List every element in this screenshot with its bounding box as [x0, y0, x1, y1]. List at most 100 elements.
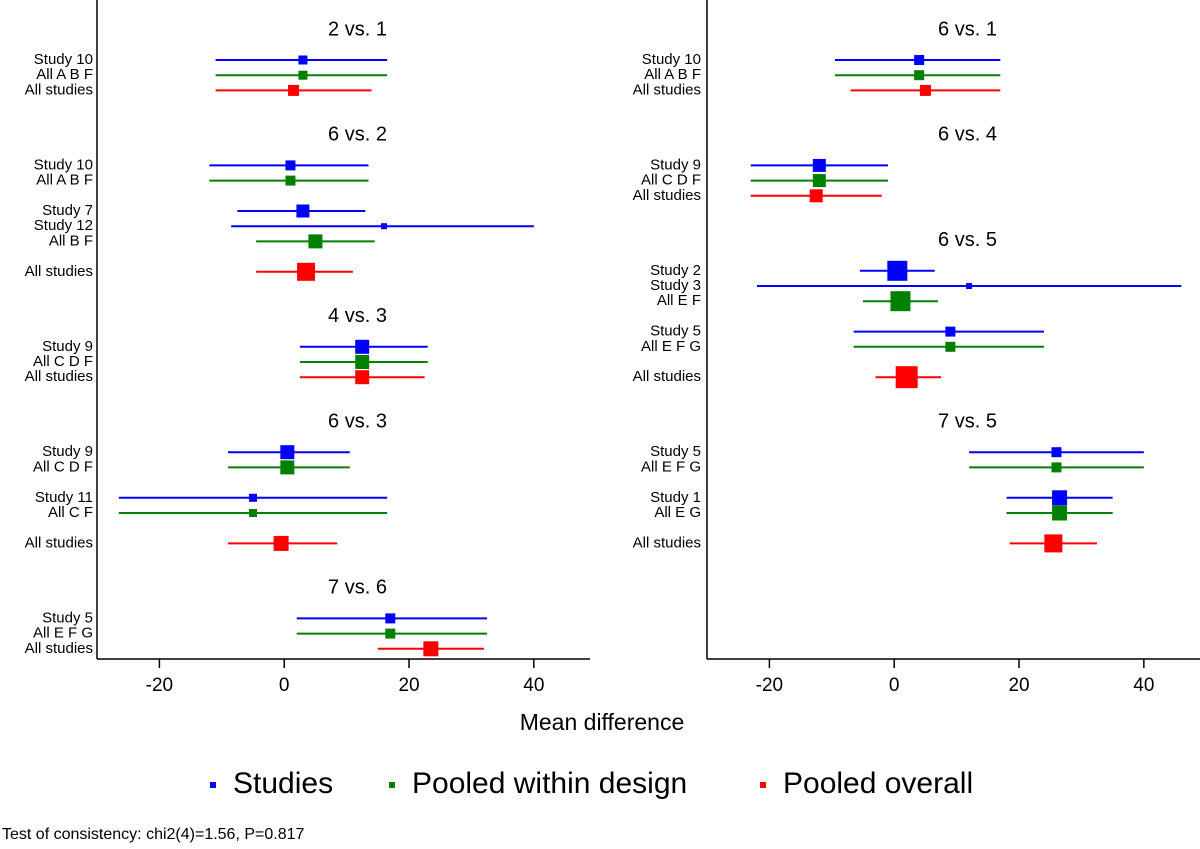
row-label: Study 10	[34, 51, 93, 68]
comparison-title: 7 vs. 6	[328, 577, 387, 599]
x-tick-label: 40	[523, 675, 544, 696]
row-label: All E F G	[641, 338, 701, 355]
row-label: All A B F	[36, 172, 93, 189]
legend-marker-2	[760, 782, 766, 788]
row-label: Study 2	[650, 262, 701, 279]
row-label: All A B F	[36, 66, 93, 83]
x-axis-title: Mean difference	[520, 709, 685, 735]
x-tick-label: 20	[398, 675, 419, 696]
row-label: All B F	[49, 232, 93, 249]
comparison-title: 6 vs. 4	[938, 124, 997, 146]
x-tick-label: 40	[1133, 675, 1154, 696]
row-label: Study 5	[42, 609, 93, 626]
row-label: Study 7	[42, 202, 93, 219]
row-label: All studies	[25, 263, 93, 280]
row-label: Study 10	[34, 156, 93, 173]
row-label: All studies	[633, 81, 701, 98]
consistency-test-footnote: Test of consistency: chi2(4)=1.56, P=0.8…	[2, 826, 305, 843]
row-label: Study 9	[42, 338, 93, 355]
overall-estimate-marker	[288, 84, 300, 96]
x-tick-label: -20	[146, 675, 173, 696]
comparison-title: 2 vs. 1	[328, 18, 387, 40]
design-estimate-marker	[385, 628, 396, 639]
study-estimate-marker	[812, 158, 826, 172]
design-estimate-marker	[812, 174, 826, 188]
row-label: All studies	[25, 81, 93, 98]
row-label: Study 5	[650, 443, 701, 460]
study-estimate-marker	[887, 260, 908, 281]
overall-estimate-marker	[297, 262, 316, 281]
study-estimate-marker	[280, 445, 295, 460]
study-estimate-marker	[249, 493, 258, 502]
row-label: All E F G	[33, 625, 93, 642]
row-label: Study 1	[650, 489, 701, 506]
overall-estimate-marker	[423, 641, 439, 657]
row-label: All studies	[25, 640, 93, 657]
overall-estimate-marker	[355, 370, 370, 385]
overall-estimate-marker	[919, 84, 931, 96]
design-estimate-marker	[285, 175, 296, 186]
overall-estimate-marker	[809, 189, 823, 203]
design-estimate-marker	[914, 70, 925, 81]
design-estimate-marker	[890, 291, 911, 312]
row-label: All E G	[654, 504, 701, 521]
design-estimate-marker	[280, 460, 295, 475]
x-tick-label: 0	[279, 675, 290, 696]
study-estimate-marker	[1052, 490, 1068, 506]
row-label: All studies	[633, 368, 701, 385]
row-label: All E F	[657, 292, 701, 309]
row-label: All C D F	[33, 458, 93, 475]
row-label: All C F	[48, 504, 93, 521]
legend-marker-1	[389, 782, 395, 788]
study-estimate-marker	[381, 223, 388, 230]
study-estimate-marker	[296, 204, 310, 218]
overall-estimate-marker	[1044, 534, 1063, 553]
design-estimate-marker	[298, 70, 308, 80]
overall-estimate-marker	[273, 535, 289, 551]
design-estimate-marker	[249, 509, 258, 517]
overall-estimate-marker	[895, 366, 918, 389]
comparison-title: 4 vs. 3	[328, 305, 387, 327]
row-label: Study 9	[42, 443, 93, 460]
comparison-title: 6 vs. 2	[328, 124, 387, 146]
row-label: All studies	[25, 368, 93, 385]
design-estimate-marker	[1052, 505, 1068, 521]
comparison-title: 6 vs. 1	[938, 18, 997, 40]
design-estimate-marker	[308, 234, 323, 249]
study-estimate-marker	[298, 55, 308, 65]
study-estimate-marker	[945, 326, 956, 337]
design-estimate-marker	[355, 355, 370, 369]
row-label: Study 9	[650, 156, 701, 173]
row-label: Study 12	[34, 217, 93, 234]
legend-marker-0	[210, 782, 216, 788]
legend-label-0: Studies	[233, 767, 333, 800]
row-label: All E F G	[641, 458, 701, 475]
study-estimate-marker	[285, 160, 296, 171]
study-estimate-marker	[966, 283, 973, 289]
row-label: All studies	[25, 534, 93, 551]
row-label: All studies	[633, 534, 701, 551]
row-label: All C D F	[33, 353, 93, 370]
row-label: All C D F	[641, 172, 701, 189]
x-tick-label: -20	[756, 675, 783, 696]
row-label: All studies	[633, 187, 701, 204]
x-tick-label: 0	[889, 675, 900, 696]
row-label: Study 11	[35, 489, 93, 506]
comparison-title: 6 vs. 3	[328, 410, 387, 432]
legend-label-2: Pooled overall	[783, 767, 973, 800]
row-label: Study 5	[650, 323, 701, 340]
row-label: Study 10	[642, 51, 701, 68]
study-estimate-marker	[1051, 447, 1062, 458]
legend-label-1: Pooled within design	[412, 767, 687, 800]
study-estimate-marker	[914, 55, 925, 65]
row-label: Study 3	[650, 277, 701, 294]
row-label: All A B F	[644, 66, 701, 83]
comparison-title: 7 vs. 5	[938, 410, 997, 432]
comparison-title: 6 vs. 5	[938, 229, 997, 251]
x-tick-label: 20	[1008, 675, 1029, 696]
design-estimate-marker	[945, 341, 956, 352]
design-estimate-marker	[1051, 462, 1062, 473]
study-estimate-marker	[355, 339, 370, 354]
study-estimate-marker	[385, 613, 396, 624]
